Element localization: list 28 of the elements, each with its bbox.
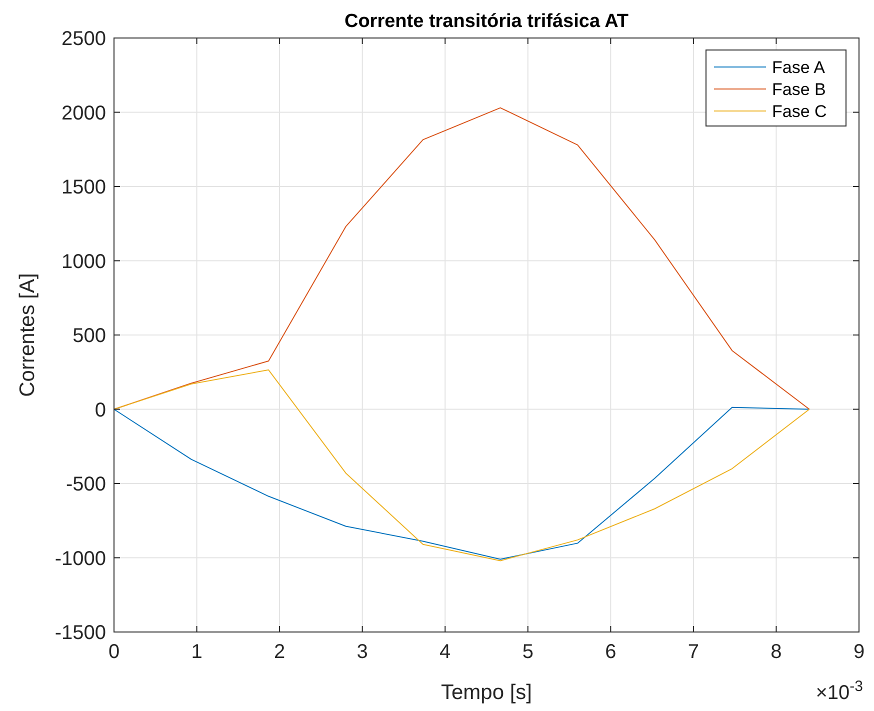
y-tick-label: 0: [94, 399, 106, 422]
y-tick-label: 500: [72, 325, 106, 347]
x-tick-label: 2: [274, 641, 286, 663]
y-tick-label: -500: [66, 474, 106, 496]
x-tick-label: 3: [356, 641, 368, 663]
legend-label: Fase A: [772, 58, 826, 77]
x-tick-label: 7: [688, 641, 700, 663]
y-tick-label: 1000: [62, 250, 106, 273]
legend-label: Fase C: [772, 102, 827, 121]
y-tick-label: 2000: [62, 102, 106, 124]
x-tick-label: 9: [853, 641, 865, 663]
text: ×10$^{-3}$: [816, 678, 863, 704]
x-tick-label: 0: [108, 641, 120, 663]
line-series: [114, 406, 810, 560]
x-tick-label: 5: [522, 641, 534, 663]
x-axis-title: Tempo [s]: [440, 681, 532, 704]
x-tick-label: 6: [605, 641, 616, 663]
x-tick-label: 4: [440, 641, 451, 663]
chart-title: Corrente transitória trifásica AT: [344, 11, 629, 32]
y-tick-label: 1500: [62, 176, 106, 198]
line-series: [114, 369, 810, 562]
legend-label: Fase B: [772, 80, 826, 99]
y-axis-title: Correntes [A]: [16, 273, 39, 397]
x-tick-label: 8: [770, 641, 782, 663]
y-tick-label: -1000: [54, 548, 106, 570]
y-tick-label: -1500: [54, 622, 106, 644]
x-tick-label: 1: [191, 641, 202, 663]
y-tick-label: 2500: [62, 28, 106, 50]
